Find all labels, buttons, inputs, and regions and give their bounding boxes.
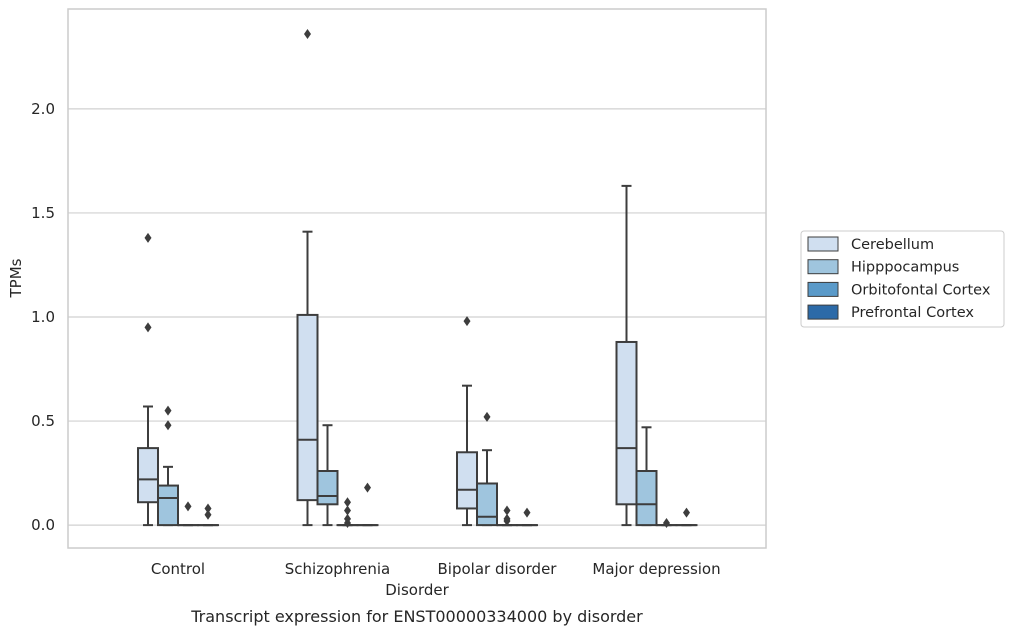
legend-swatch <box>807 304 839 320</box>
outlier-point <box>663 518 670 529</box>
outlier-point <box>164 405 172 416</box>
outlier-point <box>523 507 531 518</box>
outlier-point <box>503 513 511 524</box>
box-body <box>615 340 638 506</box>
y-tick-label: 2.0 <box>31 100 55 118</box>
outlier-point <box>683 507 690 518</box>
outlier-point <box>344 497 351 508</box>
outlier-point <box>144 322 152 333</box>
legend-label: Prefrontal Cortex <box>851 305 974 321</box>
x-tick-label: Major depression <box>592 560 720 578</box>
x-tick-label: Control <box>151 560 205 578</box>
chart-caption: Transcript expression for ENST0000033400… <box>190 607 643 626</box>
box-hipppocampus <box>476 411 498 527</box>
box-body <box>456 451 478 510</box>
box-prefrontal-cortex <box>356 482 379 527</box>
outlier-point <box>184 501 192 512</box>
y-tick-label: 1.5 <box>31 204 55 222</box>
legend-frame <box>800 230 1005 328</box>
x-axis-label: Disorder <box>385 581 449 599</box>
box-body <box>296 313 319 502</box>
y-tick-labels: 0.0 0.5 1.0 1.5 2.0 <box>31 100 55 534</box>
legend-label: Hipppocampus <box>851 260 959 276</box>
box-hipppocampus <box>157 405 179 527</box>
y-tick-label: 0.0 <box>31 516 55 534</box>
box-cerebellum <box>296 28 319 527</box>
box-cerebellum <box>615 184 638 527</box>
x-tick-label: Bipolar disorder <box>438 560 558 578</box>
plot-frame <box>67 8 767 549</box>
legend-swatch <box>807 281 839 297</box>
legend-swatch <box>807 259 839 275</box>
plot-area <box>68 9 766 548</box>
y-axis-label: TPMs <box>7 258 25 298</box>
outlier-point <box>503 505 511 516</box>
legend-label: Orbitofontal Cortex <box>851 282 991 298</box>
outlier-point <box>304 28 311 39</box>
outlier-point <box>164 420 172 431</box>
box-prefrontal-cortex <box>516 507 538 527</box>
box-cerebellum <box>137 232 159 527</box>
box-body <box>635 470 658 527</box>
box-body <box>137 447 159 504</box>
x-tick-label: Schizophrenia <box>285 560 390 578</box>
outlier-point <box>463 316 471 327</box>
legend-label: Cerebellum <box>851 237 934 253</box>
boxes <box>137 28 698 529</box>
legend: Cerebellum Hipppocampus Orbitofontal Corte… <box>800 230 1005 328</box>
outlier-point <box>344 505 351 516</box>
box-hipppocampus <box>316 424 339 527</box>
box-cerebellum <box>456 316 478 527</box>
outlier-point <box>344 513 351 524</box>
box-body <box>476 482 498 527</box>
legend-swatch <box>807 236 839 252</box>
outlier-point <box>483 411 491 422</box>
y-tick-label: 0.5 <box>31 412 55 430</box>
x-tick-labels: Control Schizophrenia Bipolar disorder Majo… <box>151 560 721 578</box>
box-orbitofontal-cortex <box>336 497 359 529</box>
y-tick-label: 1.0 <box>31 308 55 326</box>
outlier-point <box>144 232 152 243</box>
box-hipppocampus <box>635 426 658 527</box>
outlier-point <box>204 503 212 514</box>
outlier-point <box>364 482 371 493</box>
legend-items: Cerebellum Hipppocampus Orbitofontal Corte… <box>807 236 991 321</box>
box-prefrontal-cortex <box>197 503 219 527</box>
outlier-point <box>204 509 212 520</box>
box-prefrontal-cortex <box>675 507 698 527</box>
box-body <box>316 470 339 506</box>
box-body <box>157 484 179 527</box>
